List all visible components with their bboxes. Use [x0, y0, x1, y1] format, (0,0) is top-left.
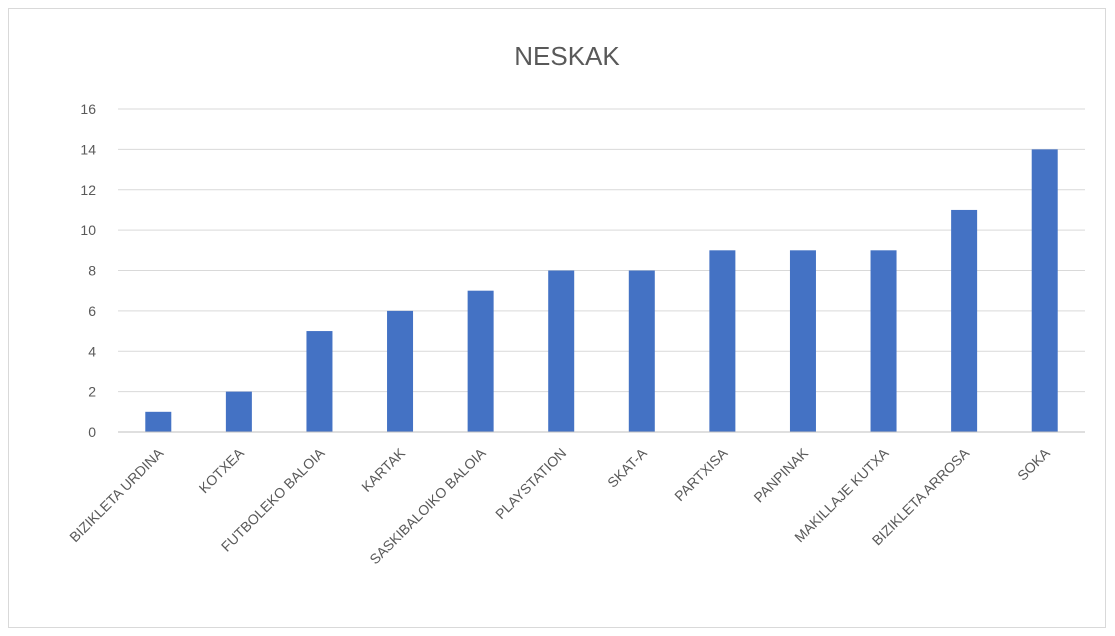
- x-category-label: PANPINAK: [750, 444, 811, 505]
- y-tick-label: 12: [80, 182, 96, 198]
- bar: [789, 250, 816, 432]
- bar: [870, 250, 897, 432]
- bar: [225, 391, 252, 432]
- y-tick-label: 6: [88, 303, 96, 319]
- x-category-label: PARTXISA: [671, 444, 731, 504]
- chart-title: NESKAK: [514, 41, 620, 71]
- bar: [387, 310, 414, 432]
- x-category-label: SKAT-A: [604, 444, 650, 490]
- y-tick-label: 8: [88, 263, 96, 279]
- y-tick-label: 4: [88, 343, 96, 359]
- y-tick-label: 0: [88, 424, 96, 440]
- x-category-label: PLAYSTATION: [492, 445, 569, 522]
- bar: [145, 411, 172, 432]
- x-category-label: KARTAK: [358, 444, 408, 494]
- y-tick-label: 10: [80, 222, 96, 238]
- bar: [628, 270, 655, 432]
- gridlines: [118, 108, 1085, 393]
- y-tick-label: 16: [80, 101, 96, 117]
- x-category-label: KOTXEA: [196, 444, 248, 496]
- bar: [709, 250, 736, 432]
- y-axis-ticks: 0 2 4 6 8 10 12 14 16: [80, 101, 96, 440]
- bar: [951, 209, 978, 432]
- y-tick-label: 14: [80, 141, 96, 157]
- x-category-label: SOKA: [1014, 444, 1053, 483]
- y-tick-label: 2: [88, 384, 96, 400]
- x-category-label: BIZIKLETA URDINA: [66, 444, 167, 545]
- bar: [467, 290, 494, 432]
- bar: [548, 270, 575, 432]
- bars: [145, 149, 1058, 432]
- bar: [306, 331, 333, 432]
- bar: [1031, 149, 1058, 432]
